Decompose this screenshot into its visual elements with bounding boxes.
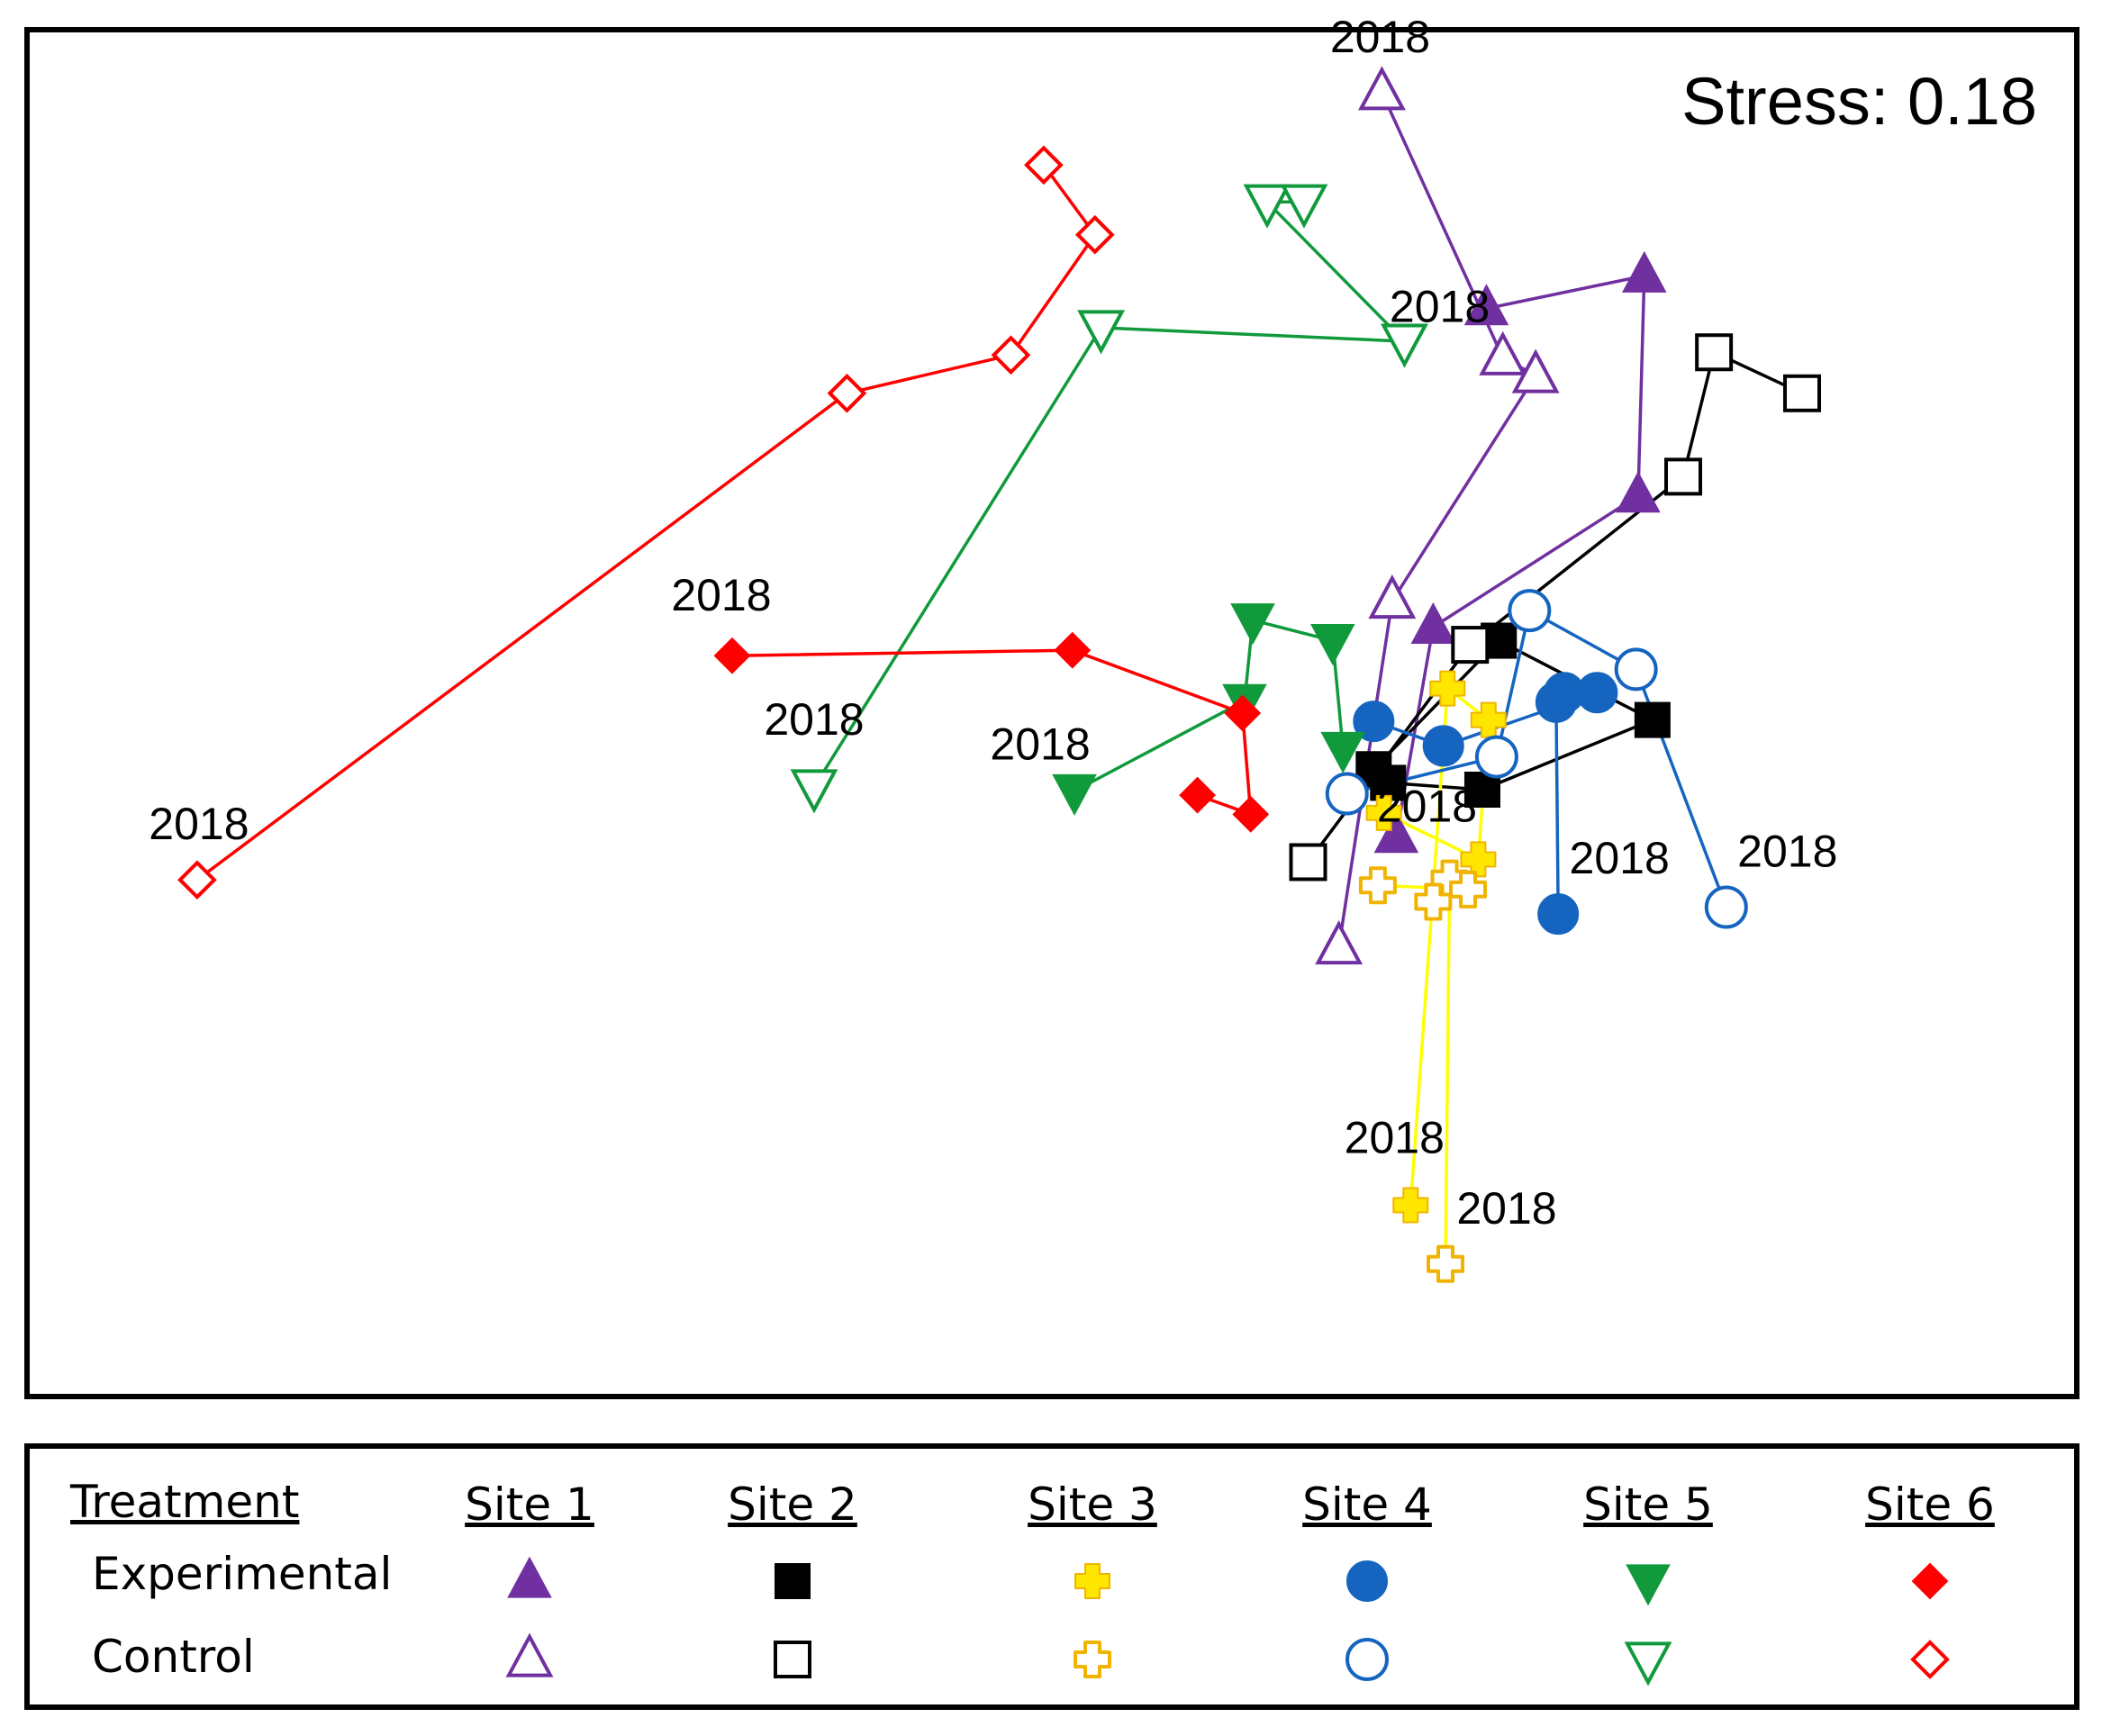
point-site-6-experimental-2 — [1054, 631, 1092, 669]
point-site-5-experimental-5 — [1320, 731, 1365, 773]
legend-marker-site-2-control — [774, 1641, 811, 1678]
point-site-3-experimental-5 — [1365, 794, 1402, 831]
point-site-5-control-1 — [790, 769, 838, 814]
point-site-5-control-4 — [1243, 184, 1291, 229]
year-label-site-3-control: 2018 — [1456, 1183, 1556, 1234]
plot-frame — [24, 27, 2079, 1399]
point-site-1-experimental-3 — [1616, 471, 1661, 513]
point-site-3-experimental-1 — [1392, 1187, 1429, 1224]
legend-site-6: Site 6 — [1865, 1478, 1995, 1531]
point-site-3-control-3 — [1414, 882, 1453, 921]
year-label-site-6-control: 2018 — [149, 799, 249, 849]
year-label-site-5-control: 2018 — [764, 694, 864, 745]
legend-row-control: Control — [92, 1631, 255, 1683]
legend-marker-site-1-control — [505, 1632, 554, 1677]
data-points — [177, 66, 1822, 1283]
stress-label: Stress: 0.18 — [1681, 64, 2037, 139]
point-site-6-experimental-4 — [1232, 795, 1270, 833]
legend-marker-site-6-control — [1910, 1640, 1950, 1679]
legend-row-experimental: Experimental — [92, 1548, 392, 1600]
point-site-2-control-5 — [1783, 374, 1822, 412]
point-site-5-control-2 — [1077, 310, 1126, 355]
point-site-2-experimental-5 — [1355, 751, 1392, 788]
year-label-site-2-control: 2018 — [1377, 781, 1477, 831]
point-site-4-control-1 — [1704, 885, 1748, 929]
point-site-1-control-5 — [1315, 920, 1364, 965]
point-site-4-control-4 — [1474, 735, 1518, 779]
point-site-1-experimental-5 — [1373, 811, 1419, 854]
point-site-6-control-4 — [1074, 214, 1115, 255]
point-site-5-control-5 — [1280, 184, 1328, 229]
legend-site-1: Site 1 — [465, 1478, 594, 1531]
point-site-6-control-1 — [177, 860, 217, 900]
legend-marker-site-3-control — [1074, 1641, 1111, 1678]
point-site-1-experimental-2 — [1621, 250, 1667, 293]
point-site-1-control-4 — [1368, 574, 1417, 619]
year-label-site-5-experimental: 2018 — [990, 719, 1090, 770]
point-site-6-control-2 — [827, 373, 867, 413]
legend: Treatment Experimental Control Site 1 Sit… — [69, 1476, 1995, 1686]
legend-marker-site-6-experimental — [1911, 1562, 1949, 1600]
point-site-3-control-4 — [1449, 870, 1488, 909]
legend-marker-site-5-experimental — [1626, 1564, 1671, 1606]
point-site-4-experimental-1 — [1537, 893, 1580, 936]
point-site-1-control-1 — [1357, 66, 1406, 111]
point-site-2-control-1 — [1289, 843, 1327, 882]
point-site-5-experimental-1 — [1052, 773, 1097, 816]
year-label-site-6-experimental: 2018 — [671, 570, 771, 620]
point-site-3-control-5 — [1358, 866, 1397, 905]
point-site-2-experimental-2 — [1634, 701, 1671, 738]
point-site-4-experimental-4 — [1576, 672, 1618, 714]
year-label-site-4-control: 2018 — [1737, 827, 1837, 877]
legend-marker-site-1-experimental — [507, 1556, 552, 1598]
point-site-1-experimental-4 — [1410, 601, 1456, 644]
year-label-site-1-experimental: 2018 — [1390, 282, 1490, 332]
point-site-4-control-3 — [1508, 589, 1552, 633]
point-site-6-experimental-1 — [713, 637, 751, 674]
point-site-1-control-3 — [1511, 348, 1560, 393]
point-site-2-control-3 — [1664, 457, 1703, 496]
point-site-1-experimental-1 — [1463, 284, 1509, 326]
legend-marker-site-5-control — [1624, 1641, 1672, 1686]
point-site-3-experimental-4 — [1460, 841, 1497, 878]
legend-marker-site-2-experimental — [775, 1563, 811, 1599]
legend-site-4: Site 4 — [1302, 1478, 1432, 1531]
point-site-6-control-5 — [1024, 145, 1064, 185]
year-label-site-1-control: 2018 — [1330, 12, 1430, 62]
point-site-4-experimental-5 — [1422, 725, 1464, 767]
legend-marker-site-3-experimental — [1074, 1563, 1110, 1599]
point-site-4-control-2 — [1614, 647, 1658, 692]
point-site-4-experimental-6 — [1353, 701, 1395, 743]
point-site-1-control-2 — [1479, 330, 1527, 375]
legend-frame — [24, 1443, 2079, 1710]
point-site-6-experimental-3 — [1224, 694, 1262, 732]
legend-site-5: Site 5 — [1583, 1478, 1713, 1531]
legend-marker-site-4-control — [1345, 1638, 1389, 1681]
point-site-3-experimental-2 — [1429, 670, 1466, 707]
point-site-2-control-2 — [1451, 626, 1490, 665]
point-site-4-control-5 — [1325, 772, 1369, 816]
point-site-5-experimental-3 — [1230, 603, 1275, 646]
point-site-5-control-3 — [1381, 323, 1428, 368]
point-site-5-experimental-4 — [1310, 623, 1355, 665]
year-label-site-4-experimental: 2018 — [1570, 833, 1670, 883]
point-site-2-control-4 — [1695, 333, 1734, 372]
legend-marker-site-4-experimental — [1346, 1560, 1388, 1602]
year-label-site-3-experimental: 2018 — [1345, 1112, 1445, 1162]
legend-site-3: Site 3 — [1028, 1478, 1157, 1531]
point-site-6-experimental-5 — [1179, 776, 1217, 814]
point-site-3-control-1 — [1426, 1244, 1464, 1283]
legend-site-2: Site 2 — [728, 1478, 857, 1531]
legend-header: Treatment — [69, 1476, 299, 1528]
point-site-6-control-3 — [991, 335, 1031, 375]
